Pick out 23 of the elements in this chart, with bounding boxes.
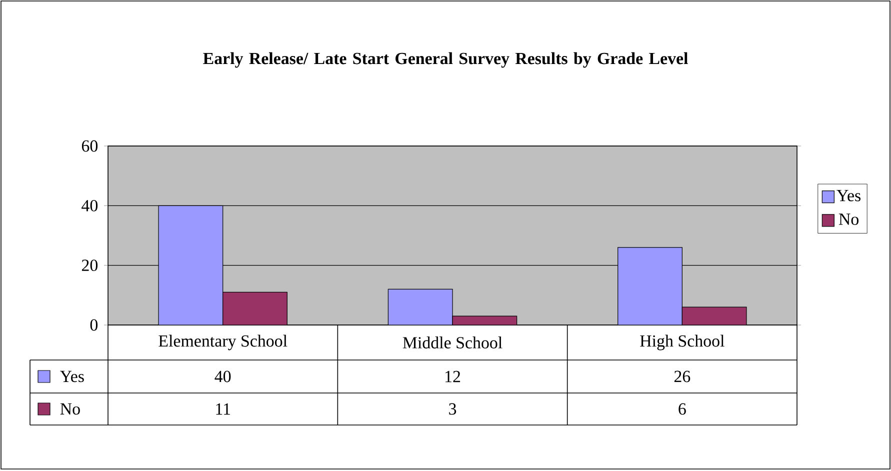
y-tick-label: 20 <box>82 260 98 272</box>
data-label: 3 <box>449 403 456 415</box>
legend-label: Yes <box>60 370 84 382</box>
text: No <box>60 403 80 415</box>
data-label: 11 <box>216 403 230 415</box>
y-tick-label: 40 <box>82 200 98 212</box>
bar <box>618 247 682 325</box>
data-label: 12 <box>446 370 460 382</box>
text: Yes <box>836 190 861 202</box>
bar <box>388 288 453 325</box>
bar <box>222 292 288 325</box>
chart-title: Early Release/ Late Start General Survey Results by Grade Level <box>203 52 688 68</box>
data-label: 40 <box>214 370 231 382</box>
y-tick-label: 0 <box>90 319 98 331</box>
data-label: 6 <box>678 403 686 415</box>
y-tick-label: 60 <box>82 140 98 152</box>
x-tick-label: Elementary School <box>158 334 288 350</box>
legend-label: No <box>838 214 858 225</box>
bar <box>158 205 224 325</box>
data-label: 26 <box>674 370 690 382</box>
bar <box>682 306 747 325</box>
x-tick-label: Middle School <box>402 336 502 348</box>
x-tick-label: High School <box>640 334 724 350</box>
